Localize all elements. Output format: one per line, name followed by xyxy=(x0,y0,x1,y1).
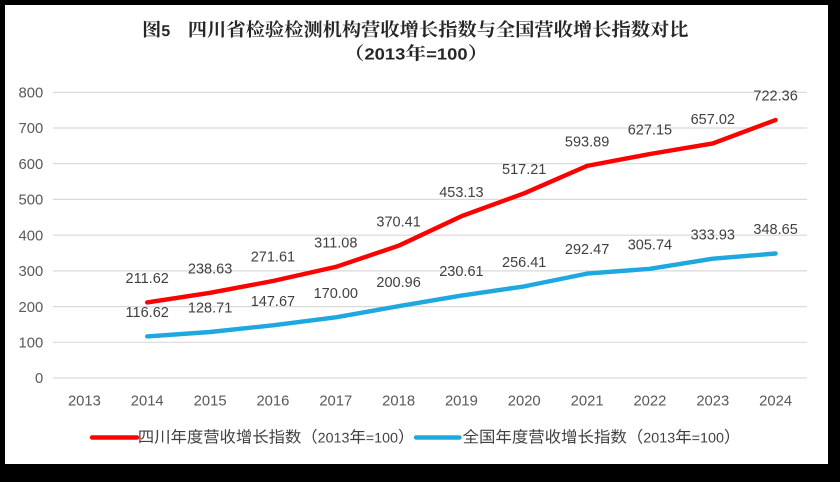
svg-text:627.15: 627.15 xyxy=(628,123,672,139)
svg-text:300: 300 xyxy=(18,264,43,280)
svg-text:370.41: 370.41 xyxy=(376,214,420,230)
svg-text:2022: 2022 xyxy=(633,394,666,410)
svg-text:348.65: 348.65 xyxy=(753,222,797,238)
svg-text:2023: 2023 xyxy=(696,394,729,410)
svg-text:200.96: 200.96 xyxy=(376,275,420,291)
svg-text:593.89: 593.89 xyxy=(565,135,609,151)
svg-text:211.62: 211.62 xyxy=(126,271,169,287)
svg-text:657.02: 657.02 xyxy=(691,112,735,128)
svg-text:2018: 2018 xyxy=(382,394,415,410)
svg-text:238.63: 238.63 xyxy=(188,261,232,277)
svg-text:170.00: 170.00 xyxy=(314,286,358,302)
svg-text:700: 700 xyxy=(18,121,43,137)
svg-text:200: 200 xyxy=(18,300,43,316)
svg-text:333.93: 333.93 xyxy=(691,227,735,243)
svg-text:2017: 2017 xyxy=(319,394,352,410)
svg-text:2019: 2019 xyxy=(445,394,478,410)
svg-text:128.71: 128.71 xyxy=(188,301,232,317)
svg-text:517.21: 517.21 xyxy=(502,162,546,178)
svg-text:2016: 2016 xyxy=(256,394,289,410)
svg-text:271.61: 271.61 xyxy=(251,250,295,266)
svg-text:230.61: 230.61 xyxy=(439,264,483,280)
svg-text:116.62: 116.62 xyxy=(126,305,169,321)
svg-text:292.47: 292.47 xyxy=(565,242,609,258)
svg-text:256.41: 256.41 xyxy=(502,255,546,271)
svg-text:453.13: 453.13 xyxy=(439,185,483,201)
svg-text:800: 800 xyxy=(18,86,43,102)
svg-text:2014: 2014 xyxy=(131,394,164,410)
svg-text:2013: 2013 xyxy=(68,394,101,410)
svg-text:2021: 2021 xyxy=(571,394,604,410)
svg-text:600: 600 xyxy=(18,157,43,173)
svg-text:2024: 2024 xyxy=(759,394,792,410)
svg-text:2020: 2020 xyxy=(508,394,541,410)
svg-text:2015: 2015 xyxy=(194,394,227,410)
svg-text:311.08: 311.08 xyxy=(314,236,357,252)
svg-text:0: 0 xyxy=(35,371,43,387)
svg-text:305.74: 305.74 xyxy=(628,237,672,253)
svg-text:100: 100 xyxy=(18,336,43,352)
svg-text:500: 500 xyxy=(18,193,43,209)
svg-text:400: 400 xyxy=(18,228,43,244)
svg-text:722.36: 722.36 xyxy=(753,89,797,105)
svg-text:147.67: 147.67 xyxy=(251,294,295,310)
